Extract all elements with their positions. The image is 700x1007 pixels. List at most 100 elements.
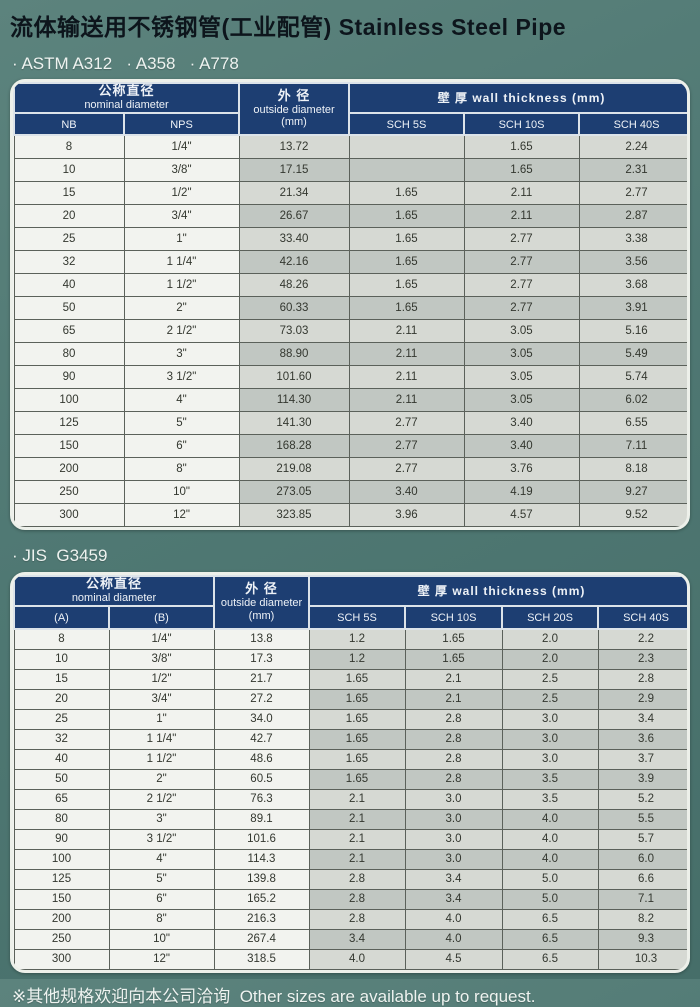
- table-cell: 2": [123, 295, 240, 320]
- table-cell: 1.65: [404, 648, 503, 670]
- table-cell: 1.65: [463, 157, 580, 182]
- table-cell: 8": [123, 456, 240, 481]
- table-cell: 9.27: [578, 479, 687, 504]
- table-cell: 10: [13, 157, 125, 182]
- header-nominal-diameter-zh: 公称直径: [85, 575, 142, 591]
- table-cell: 1.65: [308, 748, 406, 770]
- table-cell: 219.08: [238, 456, 350, 481]
- table-cell: 1.65: [348, 249, 465, 274]
- table-cell: 6": [123, 433, 240, 458]
- table-cell: 5.0: [501, 868, 599, 890]
- table-row: 15 1/2" 21.34 1.65 2.11 2.77: [13, 180, 687, 205]
- table-cell: 42.7: [213, 728, 310, 750]
- table-cell: 1 1/4": [123, 249, 240, 274]
- table-cell: 267.4: [213, 928, 310, 950]
- table-cell: 114.30: [238, 387, 350, 412]
- table-cell: 2.77: [348, 456, 465, 481]
- table-cell: 1.2: [308, 648, 406, 670]
- table-cell: 40: [13, 748, 110, 770]
- table-cell: 1.65: [308, 728, 406, 750]
- table-cell: 15: [13, 180, 125, 205]
- table-cell: 2.77: [463, 249, 580, 274]
- page-title: 流体输送用不锈钢管(工业配管) Stainless Steel Pipe: [10, 14, 567, 40]
- table-cell: 5.2: [597, 788, 687, 810]
- table-cell: 150: [13, 433, 125, 458]
- table-cell: 3.4: [308, 928, 406, 950]
- table-cell: 2.8: [404, 768, 503, 790]
- table-cell: 3.4: [404, 868, 503, 890]
- table-cell: 60.33: [238, 295, 350, 320]
- table-cell: 2.1: [308, 788, 406, 810]
- table-cell: 3.9: [597, 768, 687, 790]
- table-cell: 3": [123, 341, 240, 366]
- table-cell: 76.3: [213, 788, 310, 810]
- table-row: 40 1 1/2" 48.6 1.65 2.8 3.0 3.7: [13, 748, 687, 770]
- table-cell: 5.0: [501, 888, 599, 910]
- table-cell: 5": [123, 410, 240, 435]
- table-row: 25 1" 33.40 1.65 2.77 3.38: [13, 226, 687, 251]
- table-cell: 1 1/2": [123, 272, 240, 297]
- table-cell: 1.65: [404, 628, 503, 650]
- table-row: 300 12" 318.5 4.0 4.5 6.5 10.3: [13, 948, 687, 970]
- table-cell: 3.0: [404, 828, 503, 850]
- table-cell: 20: [13, 203, 125, 228]
- table-cell: 5.74: [578, 364, 687, 389]
- table-cell: 5.16: [578, 318, 687, 343]
- table-cell: 3.0: [501, 708, 599, 730]
- jis-pipe-table: 公称直径 nominal diameter 外 径 outside diamet…: [10, 571, 690, 973]
- table-cell: 4.0: [501, 808, 599, 830]
- header-outside-diameter-unit: (mm): [248, 609, 275, 622]
- table-row: 20 3/4" 26.67 1.65 2.11 2.87: [13, 203, 687, 228]
- table-cell: 101.6: [213, 828, 310, 850]
- table-cell: 1.65: [308, 708, 406, 730]
- table-cell: 80: [13, 808, 110, 830]
- table-row: 100 4" 114.3 2.1 3.0 4.0 6.0: [13, 848, 687, 870]
- table-cell: 5": [108, 868, 215, 890]
- table-cell: 100: [13, 848, 110, 870]
- table-row: 100 4" 114.30 2.11 3.05 6.02: [13, 387, 687, 412]
- table-cell: 3.05: [463, 318, 580, 343]
- standards-jis-label: · JIS G3459: [12, 545, 108, 565]
- table-cell: 2.77: [348, 433, 465, 458]
- table-cell: 139.8: [213, 868, 310, 890]
- table-cell: 273.05: [238, 479, 350, 504]
- table-cell: 5.7: [597, 828, 687, 850]
- table-cell: 17.3: [213, 648, 310, 670]
- table-cell: 2.11: [348, 387, 465, 412]
- header-wall-thickness-label: 壁 厚 wall thickness (mm): [417, 583, 586, 598]
- header-col-sch5s: SCH 5S: [308, 604, 406, 630]
- table-cell: 2.77: [463, 295, 580, 320]
- table-cell: 2.77: [463, 272, 580, 297]
- table-cell: 2.11: [463, 180, 580, 205]
- table-row: 25 1" 34.0 1.65 2.8 3.0 3.4: [13, 708, 687, 730]
- table-cell: 17.15: [238, 157, 350, 182]
- table-cell: 1.65: [308, 668, 406, 690]
- table-cell: 25: [13, 226, 125, 251]
- table-cell: 2.8: [404, 748, 503, 770]
- table-cell: 3.4: [597, 708, 687, 730]
- table-cell: 216.3: [213, 908, 310, 930]
- table-cell: 10.3: [597, 948, 687, 970]
- table-cell: 2.1: [404, 668, 503, 690]
- table-cell: 165.2: [213, 888, 310, 910]
- table-cell: 1 1/2": [108, 748, 215, 770]
- table-cell: 10": [123, 479, 240, 504]
- header-col-sch40s: SCH 40S: [577, 111, 687, 136]
- table-cell: 13.72: [238, 134, 350, 159]
- table-cell: 1.65: [348, 203, 465, 228]
- table-cell: 100: [13, 387, 125, 412]
- table-cell: 2.1: [308, 828, 406, 850]
- table-cell: 1": [123, 226, 240, 251]
- table-cell: 2.3: [597, 648, 687, 670]
- header-outside-diameter-zh: 外 径: [277, 87, 311, 103]
- table-cell: 3.96: [348, 502, 465, 527]
- table-cell: 12": [108, 948, 215, 970]
- table-row: 10 3/8" 17.15 1.65 2.31: [13, 157, 687, 182]
- header-nominal-diameter: 公称直径 nominal diameter: [13, 82, 240, 114]
- table-cell: 300: [13, 948, 110, 970]
- header-col-a: (A): [13, 604, 110, 630]
- table-row: 10 3/8" 17.3 1.2 1.65 2.0 2.3: [13, 648, 687, 670]
- table-row: 150 6" 168.28 2.77 3.40 7.11: [13, 433, 687, 458]
- table-cell: 3.76: [463, 456, 580, 481]
- table-cell: 3.4: [404, 888, 503, 910]
